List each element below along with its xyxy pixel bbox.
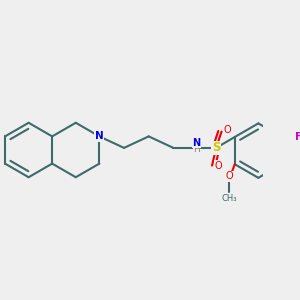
Text: O: O (214, 160, 222, 171)
Text: H: H (193, 145, 200, 154)
Text: N: N (95, 131, 104, 141)
Text: CH₃: CH₃ (222, 194, 237, 203)
Text: O: O (226, 172, 233, 182)
Text: N: N (193, 138, 201, 148)
Text: O: O (223, 125, 231, 135)
Text: S: S (212, 141, 220, 154)
Text: F: F (296, 132, 300, 142)
